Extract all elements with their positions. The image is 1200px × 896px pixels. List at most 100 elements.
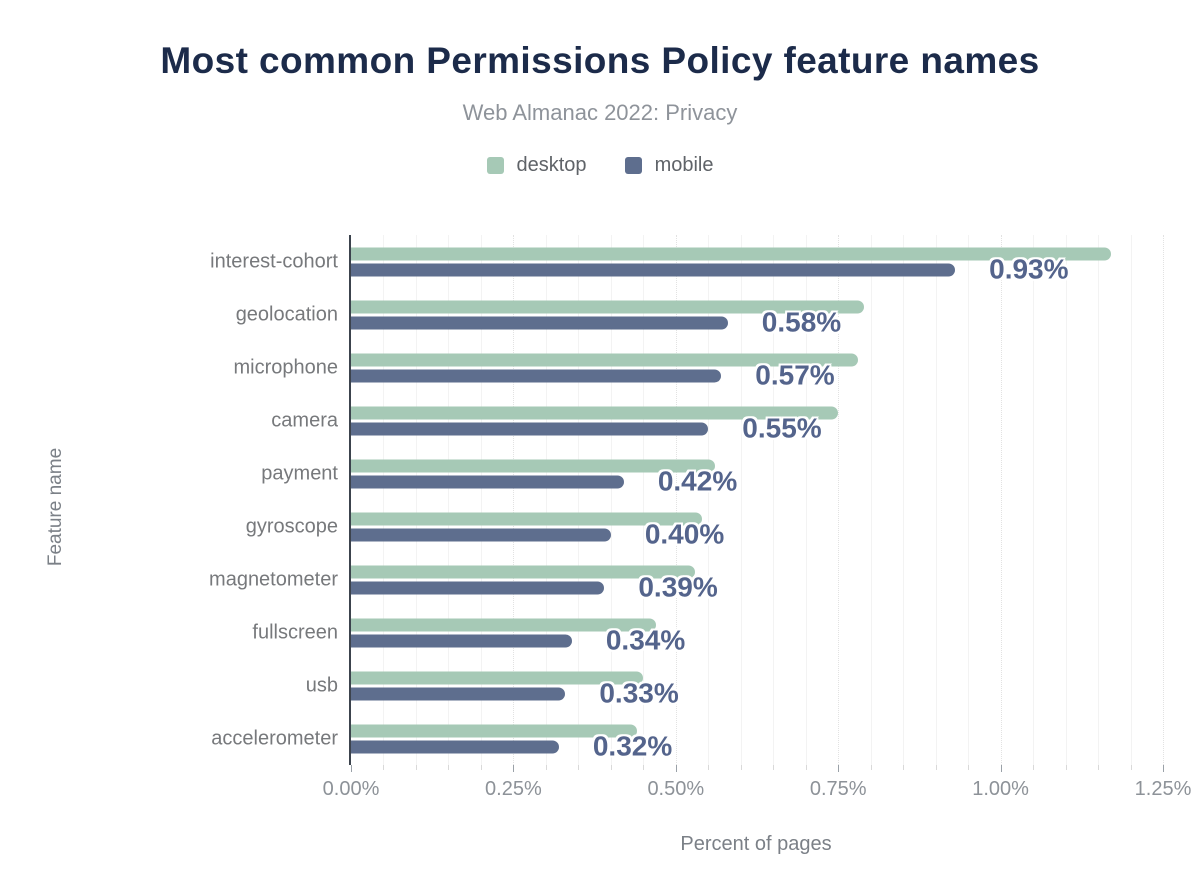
category-label: interest-cohort [210,250,338,272]
axis-tick-minor [903,765,905,770]
legend-label: desktop [516,154,587,176]
x-tick-label: 1.25% [1134,778,1192,800]
axis-tick-major [351,765,352,772]
axis-tick-minor [708,765,710,770]
bar-desktop-camera[interactable] [351,406,839,419]
bar-desktop-interest-cohort[interactable] [351,247,1112,260]
axis-tick-minor [480,765,482,770]
axis-tick-minor [545,765,547,770]
bar-mobile-fullscreen[interactable]: 0.34% [351,626,685,654]
legend-swatch-desktop [486,157,504,174]
gridline-major [1163,235,1164,769]
axis-tick-minor [773,765,775,770]
bar-pair: 0.32% [351,724,1163,760]
axis-tick-minor [383,765,385,770]
axis-tick-minor [610,765,612,770]
bar-pair: 0.93% [351,247,1163,283]
axis-tick-minor [935,765,937,770]
value-label: 0.33% [599,677,679,709]
axis-tick-minor [1130,765,1132,770]
bar-desktop-geolocation[interactable] [351,300,865,313]
legend-swatch-mobile [624,157,642,174]
bar-mobile-microphone[interactable]: 0.57% [351,361,835,389]
value-label: 0.40% [644,518,725,550]
bar-desktop-magnetometer[interactable] [351,565,696,578]
y-axis-title: Feature name [45,447,66,567]
bar-row-fullscreen: fullscreen 0.34% [252,606,1163,659]
value-label: 0.39% [638,571,718,603]
bar-mobile-usb[interactable]: 0.33% [351,679,679,707]
bar-mobile-gyroscope[interactable]: 0.40% [351,520,724,548]
bar-mobile-accelerometer[interactable]: 0.32% [351,732,672,760]
category-label: geolocation [235,303,338,325]
bar-pair: 0.55% [351,406,1163,442]
axis-tick-minor [805,765,807,770]
value-label: 0.93% [989,253,1069,285]
bar-row-geolocation: geolocation 0.58% [236,288,1163,341]
bar-row-payment: payment 0.42% [261,447,1163,500]
bar-row-usb: usb 0.33% [306,659,1163,712]
bar-row-camera: camera 0.55% [271,394,1163,447]
bar-desktop-accelerometer[interactable] [351,724,637,737]
bar-pair: 0.58% [351,300,1163,336]
bar-mobile-magnetometer[interactable]: 0.39% [351,573,718,601]
axis-tick-minor [870,765,872,770]
bar-pair: 0.33% [351,671,1163,707]
legend-item-mobile[interactable]: mobile [624,154,714,177]
bar-pair: 0.42% [351,459,1163,495]
axis-tick-major [1000,765,1002,772]
axis-tick-major [513,765,515,772]
category-label: fullscreen [252,621,338,643]
x-tick-label: 1.00% [972,778,1029,800]
bar-mobile-camera[interactable]: 0.55% [351,414,822,442]
bar-mobile-payment[interactable]: 0.42% [351,467,737,495]
chart-subtitle: Web Almanac 2022: Privacy [462,100,738,125]
bar-desktop-fullscreen[interactable] [351,618,657,631]
x-tick-label: 0.25% [485,778,542,800]
bar-desktop-gyroscope[interactable] [351,512,702,525]
bar-desktop-microphone[interactable] [351,353,858,366]
bar-row-microphone: microphone 0.57% [233,341,1163,394]
bar-row-magnetometer: magnetometer 0.39% [209,553,1163,606]
axis-tick-minor [643,765,645,770]
bar-desktop-payment[interactable] [351,459,715,472]
bar-row-accelerometer: accelerometer 0.32% [211,712,1163,765]
bar-desktop-usb[interactable] [351,671,644,684]
x-tick-label: 0.50% [647,778,705,800]
axis-tick-minor [578,765,580,770]
axis-tick-minor [415,765,417,770]
bar-row-gyroscope: gyroscope 0.40% [246,500,1163,553]
axis-tick-minor [1033,765,1035,770]
x-axis-title: Percent of pages [680,833,832,855]
axis-tick-minor [448,765,450,770]
axis-tick-minor [968,765,970,770]
x-tick-label: 0.00% [322,778,380,800]
axis-tick-major [838,765,840,772]
axis-tick-minor [1098,765,1100,770]
bar-pair: 0.57% [351,353,1163,389]
category-label: payment [261,462,338,484]
plot-area: interest-cohort 0.93% geolocation 0.58% micr… [209,235,1191,800]
category-label: gyroscope [245,515,338,537]
legend-item-desktop[interactable]: desktop [486,154,587,177]
axis-tick-minor [1065,765,1067,770]
bar-row-interest-cohort: interest-cohort 0.93% [210,235,1163,288]
value-label: 0.58% [761,306,842,338]
value-label: 0.57% [755,359,835,391]
bar-pair: 0.39% [351,565,1163,601]
value-label: 0.42% [657,465,738,497]
value-label: 0.34% [605,624,686,656]
axis-tick-major [675,765,677,772]
chart-title: Most common Permissions Policy feature n… [160,40,1040,81]
category-label: microphone [233,356,338,378]
category-label: accelerometer [211,727,338,749]
category-label: usb [305,674,338,696]
category-label: magnetometer [209,568,338,590]
value-label: 0.32% [592,730,673,762]
bar-pair: 0.34% [351,618,1163,654]
bar-mobile-interest-cohort[interactable]: 0.93% [351,255,1069,283]
bar-mobile-geolocation[interactable]: 0.58% [351,308,841,336]
legend-label: mobile [654,154,714,176]
category-label: camera [271,409,338,431]
